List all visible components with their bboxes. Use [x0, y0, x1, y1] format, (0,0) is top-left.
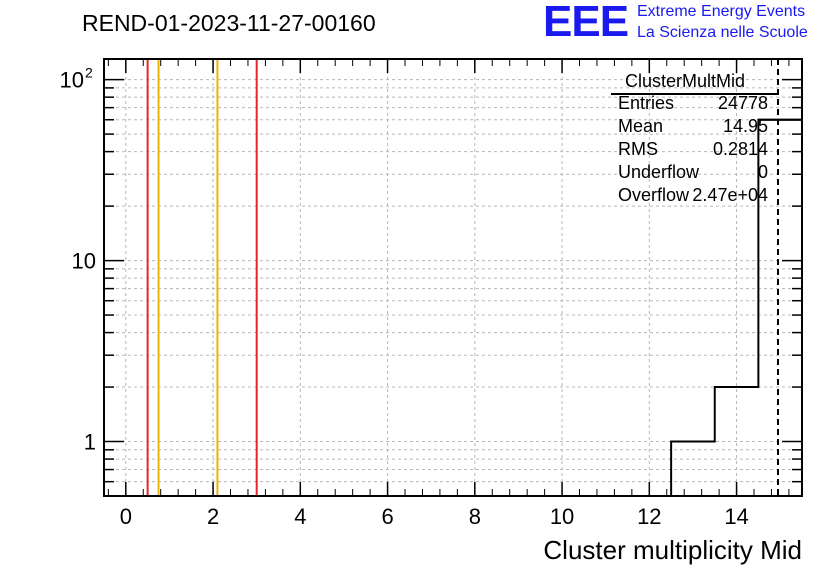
x-tick-label: 8: [469, 504, 481, 529]
stats-label: Entries: [618, 93, 675, 113]
stats-divider: [611, 93, 777, 95]
run-title: REND-01-2023-11-27-00160: [82, 10, 376, 36]
x-tick-label: 2: [207, 504, 219, 529]
logo-tagline-line2: La Scienza nelle Scuole: [637, 24, 808, 41]
stats-label: RMS: [618, 139, 658, 159]
stats-row-rms: RMS 0.2814: [618, 139, 768, 161]
y-tick-label: 10: [72, 249, 96, 274]
stats-value: 0: [757, 162, 768, 182]
y-tick-label: 1: [84, 430, 96, 455]
stats-value: 0.2814: [712, 139, 768, 159]
eee-logo: EEE: [543, 0, 629, 46]
x-tick-label: 6: [381, 504, 393, 529]
x-tick-label: 10: [550, 504, 574, 529]
x-tick-label: 4: [294, 504, 306, 529]
y-tick-label: 10: [60, 68, 84, 93]
stats-value: 2.47e+04: [692, 185, 768, 205]
y-tick-exponent: 2: [85, 65, 93, 81]
stats-value: 24778: [717, 93, 768, 113]
stats-title: ClusterMultMid: [625, 71, 746, 91]
stats-value: 14.95: [722, 116, 768, 136]
x-tick-label: 12: [637, 504, 661, 529]
stats-row-entries: Entries 24778: [618, 93, 768, 115]
x-tick-label: 0: [120, 504, 132, 529]
stats-row-underflow: Underflow 0: [618, 162, 768, 184]
stats-label: Overflow: [618, 185, 690, 205]
x-axis-label: Cluster multiplicity Mid: [543, 535, 802, 565]
stats-row-mean: Mean 14.95: [618, 116, 768, 138]
stats-label: Mean: [618, 116, 664, 136]
stats-label: Underflow: [618, 162, 700, 182]
stats-row-overflow: Overflow 2.47e+04: [618, 185, 768, 207]
stats-box: ClusterMultMid Entries 24778 Mean 14.95 …: [611, 71, 777, 211]
logo-tagline-line1: Extreme Energy Events: [637, 3, 806, 20]
marker-lines: [146, 59, 780, 496]
grid-layer: [104, 59, 802, 497]
x-tick-label: 14: [724, 504, 748, 529]
